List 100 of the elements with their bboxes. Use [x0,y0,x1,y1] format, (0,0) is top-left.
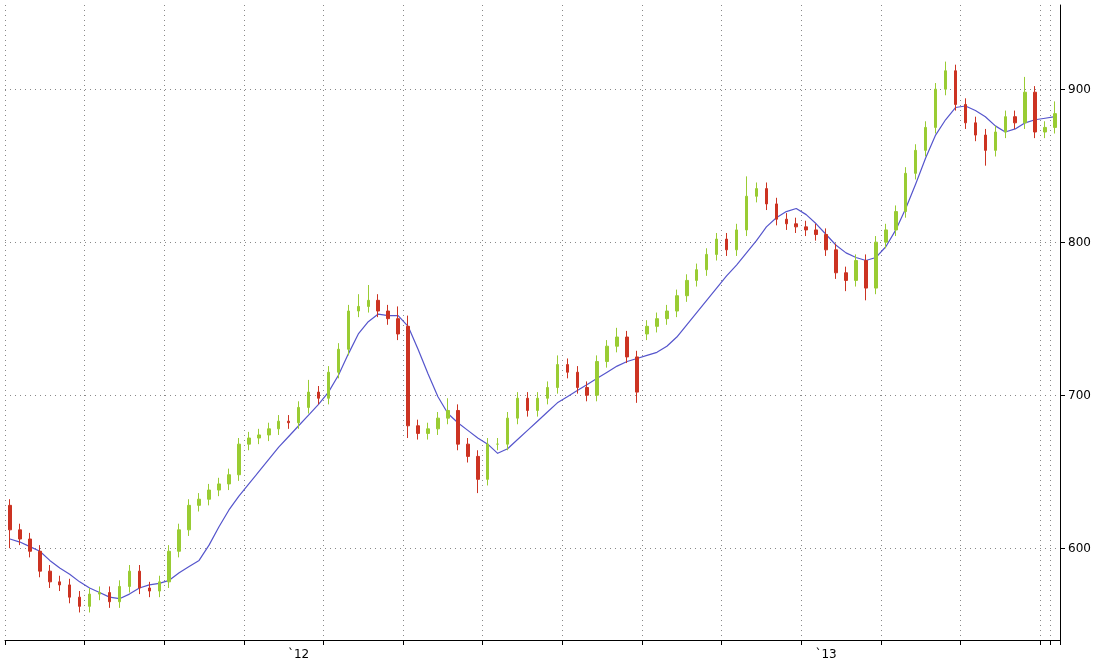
candlestick [48,564,52,589]
candlestick [118,579,121,609]
candlestick [585,380,589,402]
candlestick [1043,120,1047,139]
candlestick [924,120,927,157]
candlestick [217,477,221,497]
candlestick [615,327,619,353]
candlestick [317,385,320,405]
candlestick [864,253,868,301]
candlestick [566,357,569,379]
candlestick [307,379,310,415]
candlestick [595,354,599,402]
candlestick [894,204,898,237]
candlestick [536,391,539,418]
candlestick [1033,85,1037,139]
x-tick-label: `12 [287,647,310,661]
candlestick [386,304,390,326]
candlestick [914,143,917,180]
candlestick [735,223,738,257]
candlestick [685,273,689,303]
x-tick-label: `13 [815,647,837,661]
candlestick [944,61,947,96]
candlestick [108,585,111,609]
y-tick-label: 800 [1068,235,1091,250]
candlestick [416,419,420,441]
candlestick [257,428,261,445]
candlestick [68,578,71,604]
candlestick [884,223,888,249]
candlestick [974,116,977,142]
candlestick [426,422,430,441]
candlestick [456,403,460,451]
candlestick [954,64,957,112]
candlestick [1023,76,1027,130]
candlestick [665,304,669,326]
candlestick [177,523,181,558]
candlestick [187,498,191,537]
candlestick [367,284,370,314]
candlestick [655,312,659,333]
candlestick [794,217,798,234]
candlestick [406,315,410,439]
candlestick [436,411,440,436]
y-tick-label: 600 [1068,541,1091,556]
candlestick [526,391,529,418]
candlestick [247,431,251,451]
candlestick [197,492,201,512]
candlestick [207,483,211,506]
candlestick [755,181,758,203]
candlestick [287,414,290,430]
candlestick [376,293,380,318]
candlestick [874,235,878,295]
candlestick [576,365,579,395]
y-tick-label: 900 [1068,82,1091,97]
candlestick [765,181,768,211]
candlestick [715,232,718,262]
candlestick [8,498,12,549]
candlestick [396,305,400,341]
candlestick [28,532,32,558]
candlestick [994,125,997,157]
candlestick [1004,110,1007,139]
candlestick [675,289,679,318]
candlestick [446,397,450,425]
candlestick [745,175,748,237]
candlestick [227,468,231,491]
candlestick [466,437,470,464]
candlestick [705,247,708,277]
candlestick [237,437,241,482]
candlestick [327,365,330,405]
candlestick [516,391,519,425]
candlestick [984,128,987,167]
y-tick-label: 700 [1068,388,1091,403]
candlestick [605,339,609,369]
candlestick [804,220,808,237]
candlestick [38,544,42,578]
candlestick [138,564,141,595]
candlestick [128,564,131,594]
candlestick [556,354,559,395]
candlestick [357,293,360,318]
candlestick [148,581,151,598]
candlestick [88,587,91,613]
candlestick [625,330,629,364]
candlestick [486,437,489,486]
candlestick [277,414,280,436]
candlestick [854,253,858,288]
candlestick [1013,110,1017,130]
line-series [9,105,1056,600]
candlestick [78,590,81,613]
candlestick [167,544,171,589]
candlestick [1053,100,1057,135]
candlestick [158,575,161,598]
candlestick [725,232,728,257]
candlestick [58,575,61,592]
candlestick [904,166,907,219]
candlestick [267,422,271,442]
candlestick [347,304,350,356]
candlestick [775,197,778,226]
candlestick [814,223,818,242]
candlestick [695,263,698,288]
candlestick [476,449,480,494]
candlestick [834,243,838,280]
candlestick [934,82,937,135]
